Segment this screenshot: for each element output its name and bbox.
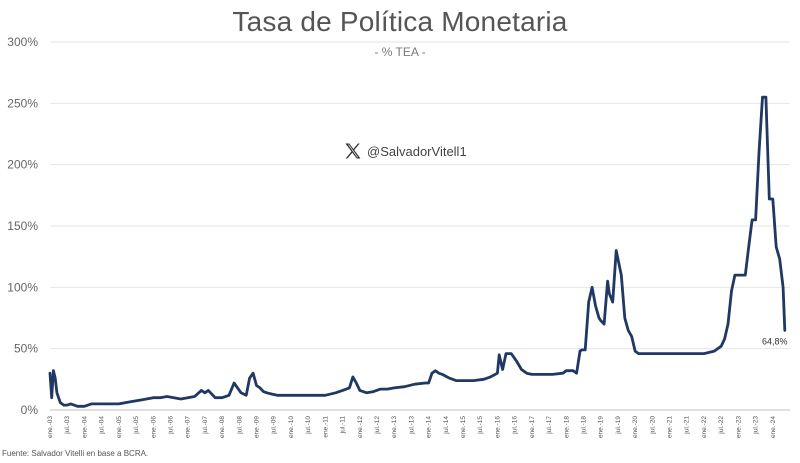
x-tick-label: jul.-21 — [684, 416, 691, 435]
x-tick-label: jul.-18 — [580, 416, 587, 435]
y-tick-label: 150% — [7, 219, 38, 233]
x-tick-label: ene.-10 — [288, 416, 295, 438]
x-tick-label: jul.-20 — [649, 416, 656, 435]
x-axis-ticks: ene.-03 jul.-03 ene.-04 jul.-04 ene.-05 jul.-… — [47, 416, 777, 438]
y-tick-label: 300% — [7, 35, 38, 49]
x-tick-label: jul.-13 — [408, 416, 415, 435]
x-tick-label: jul.-14 — [443, 416, 450, 435]
last-value-label: 64,8% — [762, 336, 788, 346]
x-tick-label: ene.-09 — [254, 416, 261, 438]
x-tick-label: ene.-21 — [667, 416, 674, 438]
watermark-handle: @SalvadorVitell1 — [367, 143, 467, 159]
y-tick-label: 100% — [7, 280, 38, 294]
x-tick-label: jul.-04 — [99, 416, 106, 435]
x-tick-label: ene.-05 — [116, 416, 123, 438]
chart-title: Tasa de Política Monetaria — [232, 6, 568, 37]
x-tick-label: jul.-07 — [202, 416, 209, 435]
x-tick-label: jul.-17 — [546, 416, 553, 435]
x-tick-label: jul.-08 — [236, 416, 243, 435]
series-line-tasa — [48, 95, 787, 408]
x-tick-label: ene.-18 — [563, 416, 570, 438]
x-tick-label: jul.-19 — [615, 416, 622, 435]
y-tick-label: 250% — [7, 96, 38, 110]
watermark: @SalvadorVitell1 — [343, 141, 467, 161]
y-tick-label: 200% — [7, 158, 38, 172]
x-tick-label: jul.-05 — [133, 416, 140, 435]
x-tick-label: ene.-19 — [598, 416, 605, 438]
chart-subtitle: - % TEA - — [374, 45, 426, 59]
x-tick-label: ene.-23 — [735, 416, 742, 438]
x-tick-label: ene.-11 — [322, 416, 329, 438]
x-tick-label: ene.-06 — [150, 416, 157, 438]
y-tick-label: 50% — [14, 342, 38, 356]
x-tick-label: jul.-22 — [718, 416, 725, 435]
x-tick-label: ene.-22 — [701, 416, 708, 438]
x-tick-label: ene.-12 — [357, 416, 364, 438]
x-tick-label: jul.-15 — [477, 416, 484, 435]
x-tick-label: ene.-24 — [770, 416, 777, 438]
x-tick-label: ene.-14 — [426, 416, 433, 438]
x-tick-label: ene.-20 — [632, 416, 639, 438]
x-tick-label: jul.-12 — [374, 416, 381, 435]
x-tick-label: ene.-07 — [185, 416, 192, 438]
x-tick-label: jul.-06 — [167, 416, 174, 435]
x-tick-label: jul.-23 — [753, 416, 760, 435]
x-tick-label: ene.-13 — [391, 416, 398, 438]
x-tick-label: ene.-17 — [529, 416, 536, 438]
x-tick-label: ene.-03 — [47, 416, 54, 438]
x-tick-label: jul.-16 — [512, 416, 519, 435]
gridlines — [50, 41, 790, 350]
x-tick-label: jul.-03 — [64, 416, 71, 435]
x-tick-label: ene.-16 — [494, 416, 501, 438]
x-tick-label: ene.-15 — [460, 416, 467, 438]
y-tick-label: 0% — [21, 403, 39, 417]
source-note: Fuente: Salvador Vitelli en base a BCRA. — [2, 449, 149, 458]
x-tick-label: jul.-10 — [305, 416, 312, 435]
x-tick-label: ene.-08 — [219, 416, 226, 438]
y-axis-ticks: 0% 50% 100% 150% 200% 250% 300% — [7, 35, 38, 417]
x-tick-label: jul.-11 — [340, 416, 347, 435]
x-logo-icon — [345, 143, 361, 159]
x-tick-label: ene.-04 — [81, 416, 88, 438]
x-tick-label: jul.-09 — [271, 416, 278, 435]
